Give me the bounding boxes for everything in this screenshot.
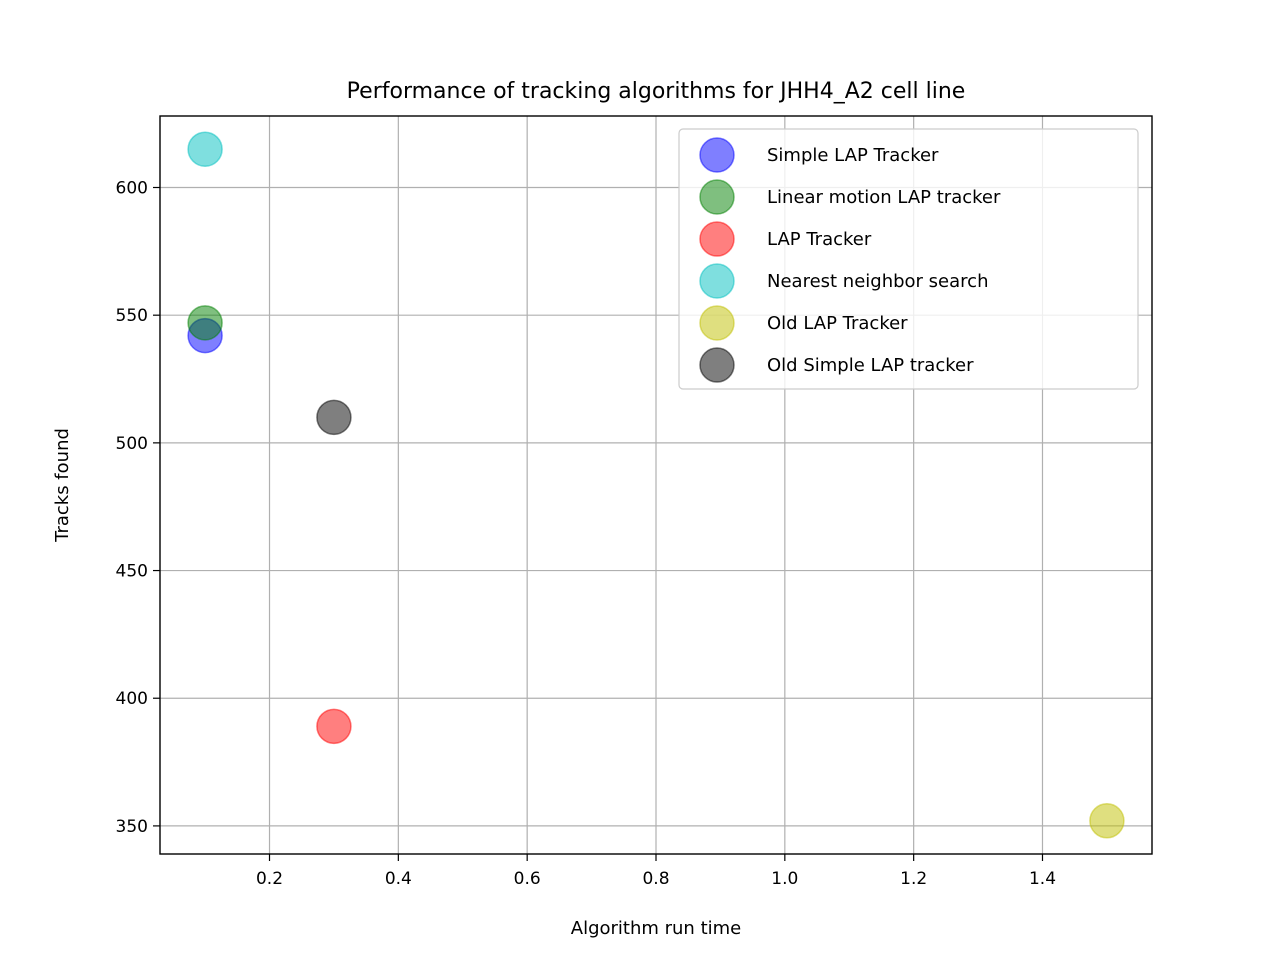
legend-label: Old Simple LAP tracker [767, 355, 974, 376]
axis-ticks: 0.2 0.4 0.6 0.8 1.0 1.2 1.4 350 400 450 500 550 600 [116, 179, 1056, 889]
y-tick-label: 550 [116, 306, 148, 326]
x-tick-label: 0.4 [385, 869, 412, 889]
plot-frame [159, 115, 1153, 855]
legend-label: Linear motion LAP tracker [767, 187, 1001, 208]
x-tick-label: 1.4 [1029, 869, 1056, 889]
legend-marker [699, 221, 735, 257]
y-tick-label: 400 [116, 689, 148, 709]
y-axis-label: Tracks found [52, 428, 73, 543]
legend-marker [699, 137, 735, 173]
legend-label: Simple LAP Tracker [767, 145, 939, 166]
y-tick-label: 600 [116, 179, 148, 199]
legend-label: Old LAP Tracker [767, 313, 908, 334]
data-point [1089, 803, 1125, 839]
x-tick-label: 0.8 [642, 869, 669, 889]
y-tick-label: 450 [116, 562, 148, 582]
x-tick-label: 0.6 [514, 869, 541, 889]
legend-label: LAP Tracker [767, 229, 872, 250]
data-point [187, 131, 223, 167]
legend: Simple LAP Tracker Linear motion LAP trac… [678, 128, 1139, 390]
x-tick-label: 1.2 [900, 869, 927, 889]
legend-label: Nearest neighbor search [767, 271, 988, 292]
legend-marker [699, 347, 735, 383]
x-tick-label: 0.2 [256, 869, 283, 889]
data-points [187, 131, 1125, 839]
data-point [187, 305, 223, 341]
legend-marker [699, 263, 735, 299]
y-tick-label: 500 [116, 434, 148, 454]
legend-marker [699, 179, 735, 215]
x-tick-label: 1.0 [771, 869, 798, 889]
legend-marker [699, 305, 735, 341]
chart-title: Performance of tracking algorithms for J… [347, 79, 966, 104]
x-axis-label: Algorithm run time [571, 918, 741, 939]
y-tick-label: 350 [116, 817, 148, 837]
data-point [316, 708, 352, 745]
data-point [316, 399, 352, 436]
legend-box [678, 128, 1139, 390]
